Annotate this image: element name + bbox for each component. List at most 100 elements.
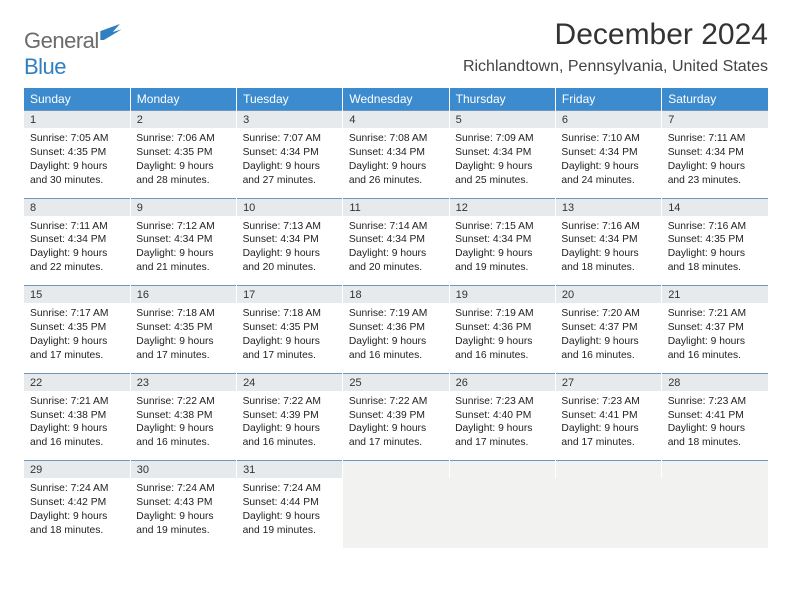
daylight-label: Daylight: [349,248,389,259]
daylight-label: Daylight: [561,248,601,259]
sunrise-label: Sunrise: [30,133,68,144]
day-number-cell: 23 [130,373,236,391]
day-number: 13 [562,202,574,214]
sunset-label: Sunset: [30,322,65,333]
sunset-value: 4:34 PM [599,147,637,158]
day-number: 30 [137,464,149,476]
day-cell: Sunrise: 7:14 AMSunset: 4:34 PMDaylight:… [343,216,449,286]
day-cell: Sunrise: 7:06 AMSunset: 4:35 PMDaylight:… [130,128,236,198]
daylight-label: Daylight: [561,336,601,347]
day-cell: Sunrise: 7:18 AMSunset: 4:35 PMDaylight:… [130,303,236,373]
day-details: Sunrise: 7:05 AMSunset: 4:35 PMDaylight:… [30,132,124,188]
day-cell: Sunrise: 7:24 AMSunset: 4:44 PMDaylight:… [237,478,343,548]
day-cell: Sunrise: 7:19 AMSunset: 4:36 PMDaylight:… [449,303,555,373]
day-cell: Sunrise: 7:07 AMSunset: 4:34 PMDaylight:… [237,128,343,198]
sunrise-label: Sunrise: [455,133,493,144]
weekday-header: Saturday [662,88,768,111]
sunset-value: 4:34 PM [387,147,425,158]
day-details: Sunrise: 7:16 AMSunset: 4:34 PMDaylight:… [561,220,655,276]
day-number-cell: 11 [343,198,449,216]
day-details: Sunrise: 7:18 AMSunset: 4:35 PMDaylight:… [243,307,337,363]
sunset-value: 4:38 PM [174,410,212,421]
week-row: Sunrise: 7:05 AMSunset: 4:35 PMDaylight:… [24,128,768,198]
daynum-row: 891011121314 [24,198,768,216]
sunrise-label: Sunrise: [243,308,281,319]
day-details: Sunrise: 7:21 AMSunset: 4:38 PMDaylight:… [30,395,124,451]
sunrise-label: Sunrise: [30,308,68,319]
day-details: Sunrise: 7:19 AMSunset: 4:36 PMDaylight:… [349,307,443,363]
day-number: 20 [562,289,574,301]
daylight-label: Daylight: [30,248,70,259]
weekday-header-row: Sunday Monday Tuesday Wednesday Thursday… [24,88,768,111]
daylight-label: Daylight: [136,161,176,172]
sunrise-value: 7:18 AM [177,308,215,319]
sunrise-label: Sunrise: [455,308,493,319]
sunrise-label: Sunrise: [136,221,174,232]
sunrise-value: 7:22 AM [283,396,321,407]
sunset-label: Sunset: [349,410,384,421]
sunset-value: 4:41 PM [705,410,743,421]
sunrise-label: Sunrise: [349,221,387,232]
week-row: Sunrise: 7:24 AMSunset: 4:42 PMDaylight:… [24,478,768,548]
day-number: 10 [243,202,255,214]
daylight-label: Daylight: [455,423,495,434]
day-number-cell: 30 [130,461,236,479]
sunrise-label: Sunrise: [136,133,174,144]
day-number: 1 [30,114,36,126]
sunrise-value: 7:09 AM [496,133,534,144]
day-number: 12 [456,202,468,214]
day-details: Sunrise: 7:22 AMSunset: 4:39 PMDaylight:… [243,395,337,451]
day-cell: Sunrise: 7:11 AMSunset: 4:34 PMDaylight:… [24,216,130,286]
day-cell: Sunrise: 7:16 AMSunset: 4:35 PMDaylight:… [662,216,768,286]
sunrise-value: 7:22 AM [177,396,215,407]
sunrise-label: Sunrise: [455,221,493,232]
day-details: Sunrise: 7:13 AMSunset: 4:34 PMDaylight:… [243,220,337,276]
day-cell: Sunrise: 7:21 AMSunset: 4:38 PMDaylight:… [24,391,130,461]
sunrise-value: 7:06 AM [177,133,215,144]
sunrise-value: 7:16 AM [708,221,746,232]
daylight-label: Daylight: [668,161,708,172]
day-cell [449,478,555,548]
day-cell: Sunrise: 7:16 AMSunset: 4:34 PMDaylight:… [555,216,661,286]
day-details: Sunrise: 7:12 AMSunset: 4:34 PMDaylight:… [136,220,230,276]
sunrise-label: Sunrise: [136,308,174,319]
sunrise-label: Sunrise: [561,396,599,407]
day-number: 19 [456,289,468,301]
daylight-label: Daylight: [30,161,70,172]
day-details: Sunrise: 7:11 AMSunset: 4:34 PMDaylight:… [30,220,124,276]
sunset-label: Sunset: [349,234,384,245]
day-number: 14 [668,202,680,214]
sunrise-label: Sunrise: [30,483,68,494]
day-number-cell: 3 [237,111,343,129]
day-number-cell: 8 [24,198,130,216]
sunset-label: Sunset: [136,322,171,333]
sunrise-value: 7:17 AM [71,308,109,319]
sunset-value: 4:35 PM [68,322,106,333]
sunset-value: 4:34 PM [493,234,531,245]
day-cell [555,478,661,548]
sunrise-value: 7:07 AM [283,133,321,144]
brand-part2: Blue [24,54,66,79]
day-number: 18 [349,289,361,301]
daynum-row: 1234567 [24,111,768,129]
day-number-cell: 5 [449,111,555,129]
calendar-page: General Blue December 2024 Richlandtown,… [0,0,792,560]
day-details: Sunrise: 7:22 AMSunset: 4:39 PMDaylight:… [349,395,443,451]
day-number: 7 [668,114,674,126]
day-number: 25 [349,377,361,389]
sunrise-label: Sunrise: [243,221,281,232]
sunrise-value: 7:23 AM [496,396,534,407]
weekday-header: Sunday [24,88,130,111]
sunrise-value: 7:21 AM [71,396,109,407]
sunset-label: Sunset: [668,322,703,333]
day-number-cell: 4 [343,111,449,129]
sunset-label: Sunset: [243,497,278,508]
day-cell: Sunrise: 7:08 AMSunset: 4:34 PMDaylight:… [343,128,449,198]
sunset-label: Sunset: [243,322,278,333]
sunset-value: 4:34 PM [705,147,743,158]
sunset-label: Sunset: [136,234,171,245]
day-number: 26 [456,377,468,389]
day-number-cell [555,461,661,479]
sunrise-value: 7:19 AM [390,308,428,319]
week-row: Sunrise: 7:11 AMSunset: 4:34 PMDaylight:… [24,216,768,286]
